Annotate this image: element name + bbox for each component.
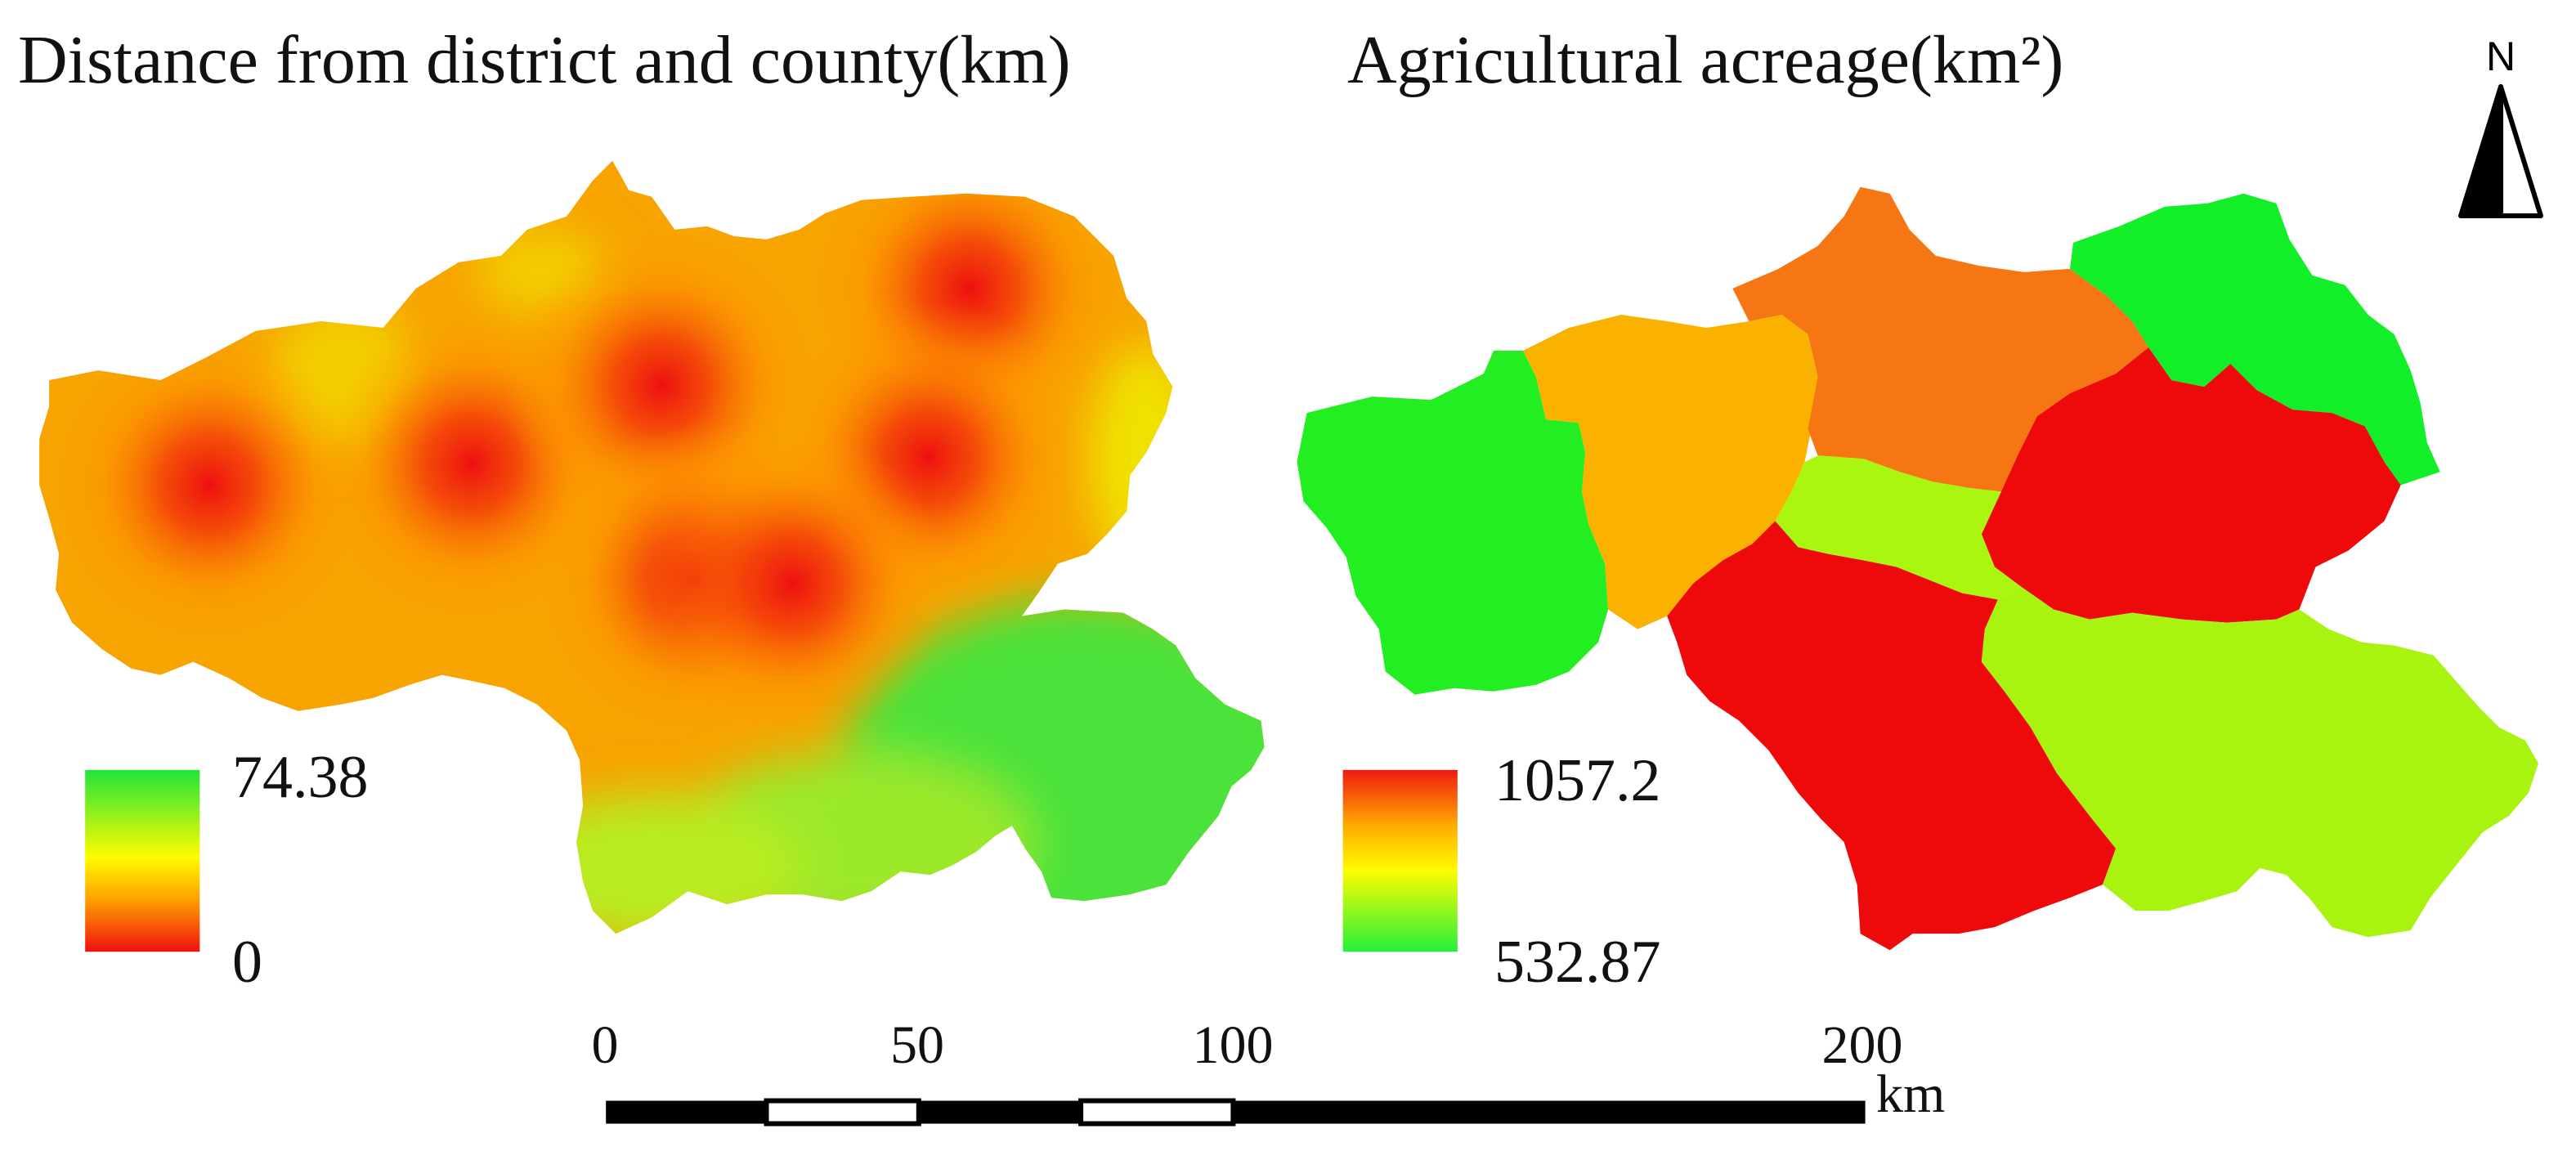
region-southeast [1981,586,2538,938]
region-east-center [1981,347,2401,623]
region-west-center [1522,314,1818,629]
county-seat-hotspot-1 [54,329,365,641]
right-legend-max: 1057.2 [1494,747,1661,814]
left-legend-min: 0 [232,929,262,996]
right-map-title: Agricultural acreage(km²) [1347,22,2064,98]
scale-tick-0: 0 [591,1015,619,1075]
scale-tick-50: 50 [890,1015,944,1075]
region-northeast [2070,193,2440,486]
north-arrow-icon: N [2458,34,2543,218]
scale-bar-segment [764,1098,921,1126]
county-seats [54,160,1126,739]
scale-unit: km [1876,1064,1946,1124]
scale-tick-200: 200 [1821,1015,1903,1075]
acreage-map [1297,186,2538,951]
north-label: N [2486,34,2516,79]
region-south-center [1667,521,2117,951]
region-west [1297,351,1609,695]
region-north-center [1732,186,2149,492]
scale-bar-segment [606,1100,767,1124]
scale-bar-segment [1078,1098,1236,1126]
left-legend-bar [85,769,200,952]
north-arrow: N [2456,29,2546,230]
county-seat-hotspot-7 [637,428,948,739]
right-legend-min: 532.87 [1494,929,1661,996]
right-legend-bar [1342,769,1458,952]
left-legend-max: 74.38 [232,744,369,811]
scale-bar-segment [1233,1100,1866,1124]
region-center-small [1775,455,2021,600]
scale-bar [606,1098,1866,1126]
scale-tick-100: 100 [1192,1015,1274,1075]
scale-bar-segment [918,1100,1082,1124]
left-map-title: Distance from district and county(km) [18,22,1071,98]
